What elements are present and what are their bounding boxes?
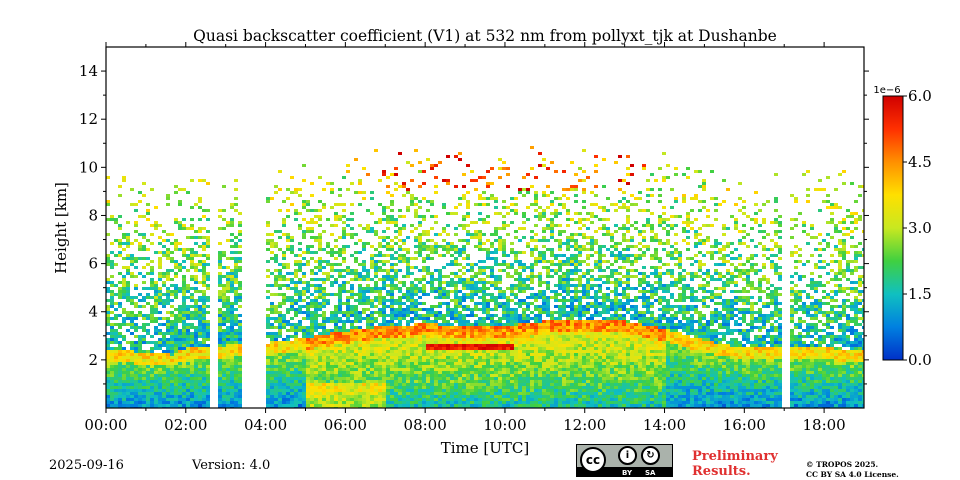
y-tick-label: 8	[88, 206, 98, 224]
y-axis-label: Height [km]	[52, 182, 70, 274]
x-tick-label: 18:00	[802, 416, 845, 434]
backscatter-heatmap	[106, 146, 864, 408]
x-tick-label: 06:00	[324, 416, 367, 434]
x-axis: 00:00 02:00 04:00 06:00 08:00 10:00 12:00 14:00…	[84, 42, 846, 434]
colorbar-tick-label: 0.0	[908, 351, 932, 369]
colorbar-scale-label: 1e−6	[873, 85, 900, 96]
date-label: 2025-09-16	[49, 458, 124, 473]
x-tick-label: 02:00	[164, 416, 207, 434]
y-tick-label: 14	[79, 62, 98, 80]
y-tick-label: 10	[79, 158, 98, 176]
colorbar: 1e−6 0.0 1.5 3.0 4.5 6.0	[873, 85, 931, 369]
y-tick-label: 12	[79, 110, 98, 128]
colorbar-tick-label: 6.0	[908, 87, 932, 105]
cc-icon: cc	[580, 447, 606, 473]
share-alike-icon: ↻	[641, 446, 660, 465]
x-tick-label: 04:00	[244, 416, 287, 434]
colorbar-tick-label: 1.5	[908, 285, 932, 303]
colorbar-tick-label: 4.5	[908, 153, 932, 171]
version-label: Version: 4.0	[192, 458, 271, 473]
x-tick-label: 10:00	[483, 416, 526, 434]
x-tick-label: 08:00	[404, 416, 447, 434]
x-tick-label: 12:00	[563, 416, 606, 434]
x-axis-label: Time [UTC]	[441, 439, 530, 457]
x-tick-label: 16:00	[723, 416, 766, 434]
plot-frame	[105, 46, 865, 409]
y-tick-label: 2	[88, 351, 98, 369]
colorbar-gradient	[882, 95, 904, 361]
cc-by-label: BY	[622, 469, 633, 477]
attribution-person-icon: i	[618, 446, 637, 465]
copyright-notice: © TROPOS 2025. CC BY SA 4.0 License.	[806, 460, 899, 479]
y-tick-label: 4	[88, 303, 98, 321]
y-axis: 2 4 6 8 10 12 14	[79, 62, 869, 385]
chart-title: Quasi backscatter coefficient (V1) at 53…	[193, 27, 777, 45]
colorbar-tick-label: 3.0	[908, 219, 932, 237]
cc-license-badge: cc i ↻ BY SA	[576, 444, 673, 477]
preliminary-results-note: Preliminary Results.	[692, 449, 778, 479]
cc-sa-label: SA	[645, 469, 656, 477]
y-tick-label: 6	[88, 255, 98, 273]
x-tick-label: 00:00	[84, 416, 127, 434]
x-tick-label: 14:00	[643, 416, 686, 434]
